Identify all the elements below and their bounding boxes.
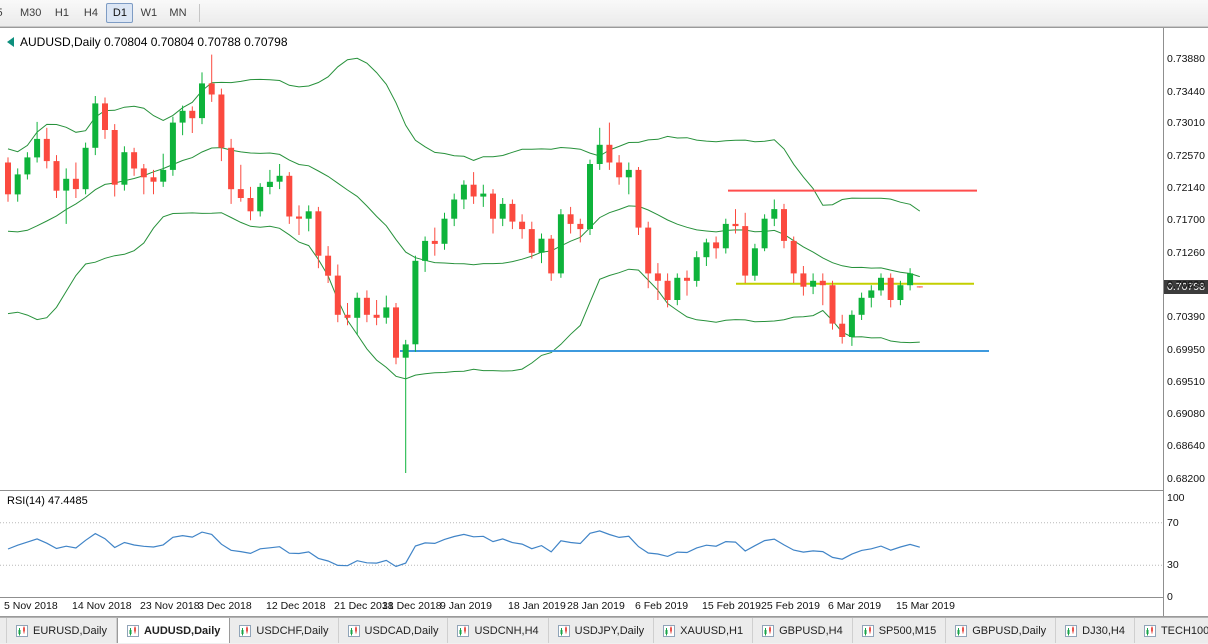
price-axis-label: 0.70390 (1167, 311, 1205, 323)
symbol-marker-icon (7, 37, 14, 47)
rsi-axis-label: 0 (1167, 591, 1173, 603)
tab-DJ30-H4[interactable]: DJ30,H4 (1056, 618, 1135, 643)
time-axis-label: 21 Dec 2018 (334, 600, 394, 612)
chart-title: AUDUSD,Daily 0.70804 0.70804 0.70788 0.7… (7, 35, 288, 49)
chart-tab-icon (861, 624, 874, 637)
tab-SP500-M15[interactable]: SP500,M15 (852, 618, 947, 643)
chart-tab-icon (955, 624, 968, 637)
tab-label: EURUSD,Daily (33, 624, 107, 637)
timeframe-button-D1[interactable]: D1 (106, 3, 134, 23)
time-axis-label: 3 Dec 2018 (198, 600, 252, 612)
rsi-axis-label: 70 (1167, 517, 1179, 529)
tab-label: SP500,M15 (878, 624, 937, 637)
tab-USDCNH-H4[interactable]: USDCNH,H4 (448, 618, 549, 643)
chart-tab-icon (557, 624, 570, 637)
chart-tab-icon (126, 624, 139, 637)
tab-GBPUSD-H4[interactable]: GBPUSD,H4 (753, 618, 853, 643)
chart-tab-icon (1143, 624, 1156, 637)
time-axis-label: 5 Nov 2018 (4, 600, 58, 612)
time-axis-label: 25 Feb 2019 (761, 600, 820, 612)
time-axis-label: 6 Mar 2019 (828, 600, 882, 612)
tab-label: GBPUSD,Daily (972, 624, 1047, 637)
timeframe-button-5[interactable]: 5 (0, 3, 13, 23)
chart-tab-icon (239, 624, 252, 637)
time-axis-label: 12 Dec 2018 (266, 600, 326, 612)
time-axis-label: 18 Jan 2019 (508, 600, 566, 612)
time-axis-label: 23 Nov 2018 (140, 600, 200, 612)
tab-label: USDJPY,Daily (574, 624, 645, 637)
toolbar-separator (198, 4, 200, 22)
panel-splitter[interactable] (0, 490, 1208, 491)
time-axis-label: 9 Jan 2019 (440, 600, 492, 612)
tab-label: USDCHF,Daily (256, 624, 329, 637)
timeframe-button-W1[interactable]: W1 (140, 7, 158, 19)
tab-label: USDCNH,H4 (474, 624, 539, 637)
price-axis[interactable]: 0.70798 0.73880 0.73440 0.73010 0.72570 0.72… (1164, 28, 1208, 616)
time-axis-label: 15 Mar 2019 (896, 600, 955, 612)
tab-label: AUDUSD,Daily (143, 624, 221, 637)
rsi-axis-label: 100 (1167, 492, 1185, 504)
tab-label: TECH100,H1 (1160, 624, 1208, 637)
symbol-tabbar: EURUSD,Daily AUDUSD,Daily USDCHF,Daily USDC… (0, 617, 1208, 643)
tab-EURUSD-Daily[interactable]: EURUSD,Daily (6, 618, 117, 643)
tab-USDCAD-Daily[interactable]: USDCAD,Daily (338, 618, 449, 643)
tab-AUDUSD-Daily[interactable]: AUDUSD,Daily (116, 618, 231, 643)
price-axis-label: 0.73440 (1167, 86, 1205, 98)
chart-window: AUDUSD,Daily 0.70804 0.70804 0.70788 0.7… (0, 27, 1208, 617)
chart-tab-icon (457, 624, 470, 637)
tab-label: USDCAD,Daily (364, 624, 439, 637)
time-axis-label: 15 Feb 2019 (702, 600, 761, 612)
price-axis-label: 0.71260 (1167, 247, 1205, 259)
price-axis-label: 0.73010 (1167, 117, 1205, 129)
price-axis-label: 0.69080 (1167, 408, 1205, 420)
time-axis-label: 6 Feb 2019 (635, 600, 689, 612)
tab-TECH100-H1[interactable]: TECH100,H1 (1134, 618, 1208, 643)
time-axis[interactable]: 5 Nov 2018 14 Nov 2018 23 Nov 2018 3 Dec 20… (0, 599, 1163, 615)
price-axis-label: 0.71700 (1167, 214, 1205, 226)
chart-tab-icon (762, 624, 775, 637)
tab-label: GBPUSD,H4 (779, 624, 843, 637)
timeframe-button-MN[interactable]: MN (169, 7, 187, 19)
price-axis-label: 0.69950 (1167, 344, 1205, 356)
rsi-chart-canvas[interactable] (0, 491, 1163, 597)
tab-XAUUSD-H1[interactable]: XAUUSD,H1 (654, 618, 754, 643)
current-price-badge: 0.70798 (1164, 280, 1208, 294)
tab-USDCHF-Daily[interactable]: USDCHF,Daily (230, 618, 339, 643)
chart-tab-icon (663, 624, 676, 637)
chart-tab-icon (347, 624, 360, 637)
tab-GBPUSD-Daily[interactable]: GBPUSD,Daily (946, 618, 1057, 643)
price-axis-label: 0.73880 (1167, 53, 1205, 65)
time-axis-separator (0, 597, 1208, 598)
chart-tab-icon (1065, 624, 1078, 637)
price-axis-label: 0.70830 (1167, 279, 1205, 291)
timeframe-button-M30[interactable]: M30 (20, 7, 42, 19)
timeframe-toolbar: 5 M30 H1 H4 D1 W1 MN (0, 0, 1208, 27)
rsi-axis-label: 30 (1167, 559, 1179, 571)
price-chart-canvas[interactable] (0, 28, 1163, 490)
tab-label: XAUUSD,H1 (680, 624, 744, 637)
time-axis-label: 14 Nov 2018 (72, 600, 132, 612)
price-axis-label: 0.72140 (1167, 182, 1205, 194)
price-axis-label: 0.68640 (1167, 440, 1205, 452)
rsi-indicator-label: RSI(14) 47.4485 (7, 495, 88, 507)
chart-title-text: AUDUSD,Daily 0.70804 0.70804 0.70788 0.7… (20, 35, 288, 49)
time-axis-label: 31 Dec 2018 (382, 600, 442, 612)
tab-USDJPY-Daily[interactable]: USDJPY,Daily (548, 618, 655, 643)
timeframe-button-H4[interactable]: H4 (83, 7, 98, 19)
price-axis-label: 0.68200 (1167, 473, 1205, 485)
time-axis-label: 28 Jan 2019 (567, 600, 625, 612)
timeframe-button-H1[interactable]: H1 (54, 7, 69, 19)
price-axis-separator (1163, 28, 1164, 616)
price-axis-label: 0.69510 (1167, 376, 1205, 388)
chart-tab-icon (16, 624, 28, 637)
price-axis-label: 0.72570 (1167, 150, 1205, 162)
tab-label: DJ30,H4 (1082, 624, 1125, 637)
